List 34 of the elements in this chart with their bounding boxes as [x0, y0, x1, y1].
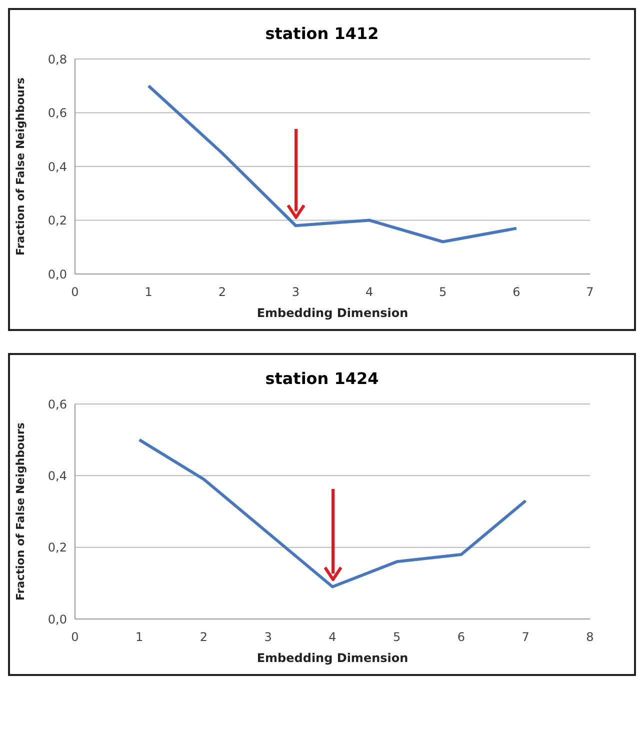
x-axis-title: Embedding Dimension — [256, 651, 408, 665]
y-tick-label: 0,4 — [48, 160, 67, 174]
y-axis-title: Fraction of False Neighbours — [14, 422, 27, 600]
line-series — [138, 438, 528, 588]
x-tick-label: 7 — [522, 630, 530, 644]
x-tick-label: 1 — [144, 285, 152, 299]
y-axis-title: Fraction of False Neighbours — [14, 77, 27, 256]
y-tick-label: 0,0 — [48, 612, 67, 626]
x-tick-label: 1 — [136, 630, 144, 644]
chart-title: station 1412 — [264, 23, 380, 45]
x-tick-label: 0 — [71, 285, 79, 299]
x-tick-label: 3 — [292, 285, 300, 299]
x-tick-label: 4 — [365, 285, 374, 299]
y-tick-label: 0,6 — [48, 106, 67, 120]
line-series — [147, 84, 518, 244]
chart-title: station 1424 — [264, 368, 380, 390]
x-tick-label: 3 — [264, 630, 272, 644]
x-tick-label: 5 — [393, 630, 401, 644]
y-tick-label: 0,0 — [48, 267, 67, 282]
x-tick-label: 6 — [457, 630, 466, 644]
x-tick-label: 2 — [200, 630, 208, 644]
x-tick-label: 4 — [328, 630, 336, 644]
x-tick-label: 2 — [218, 285, 226, 299]
y-tick-label: 0,8 — [48, 52, 67, 66]
y-tick-label: 0,2 — [48, 540, 67, 555]
x-tick-label: 0 — [71, 630, 79, 644]
x-tick-label: 8 — [586, 630, 594, 644]
x-axis-title: Embedding Dimension — [256, 306, 408, 320]
x-tick-label: 5 — [439, 285, 447, 299]
x-tick-label: 7 — [586, 285, 594, 299]
y-tick-label: 0,4 — [48, 468, 67, 483]
x-tick-label: 6 — [512, 285, 520, 299]
y-tick-label: 0,6 — [48, 397, 67, 412]
y-tick-label: 0,2 — [48, 214, 67, 228]
